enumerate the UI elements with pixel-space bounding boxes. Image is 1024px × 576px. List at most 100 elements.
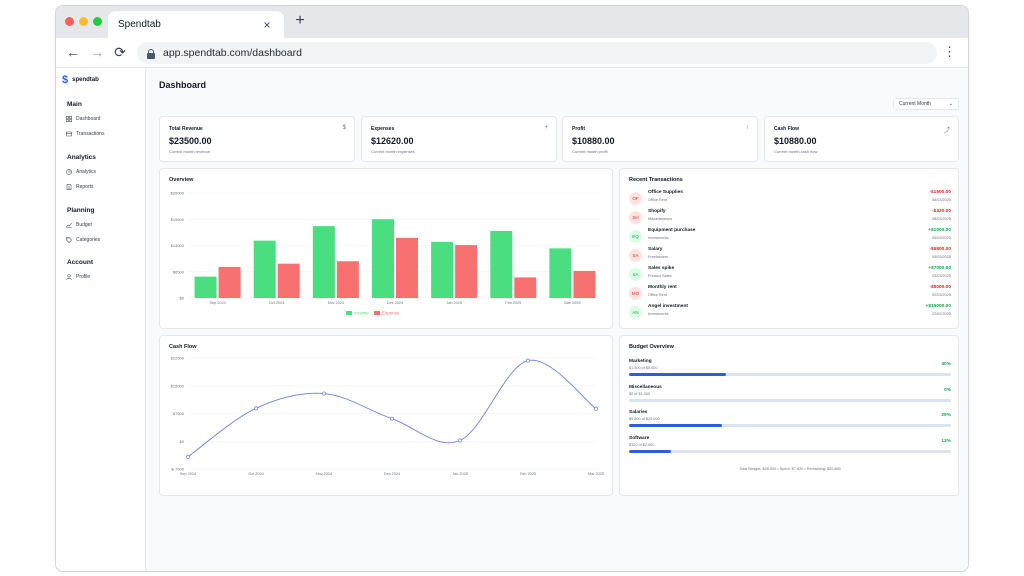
expense-bar[interactable] xyxy=(218,266,241,298)
transaction-avatar: SA xyxy=(629,268,642,281)
transaction-row[interactable]: EQ Equipment purchase Investments +$1000.00… xyxy=(629,228,951,244)
transaction-row[interactable]: AN Angel investment Investments +$15000.00 2… xyxy=(629,304,951,320)
transactions-title: Recent Transactions xyxy=(629,177,683,183)
income-bar[interactable] xyxy=(490,230,513,298)
address-bar[interactable]: app.spendtab.com/dashboard xyxy=(137,42,937,64)
sidebar-item-analytics[interactable]: Analytics xyxy=(66,169,96,175)
cash-flow-point[interactable] xyxy=(322,391,326,396)
transaction-category: Product Sales xyxy=(648,274,672,278)
transaction-category: Miscellaneous xyxy=(648,217,673,221)
card-icon xyxy=(66,131,72,137)
income-bar[interactable] xyxy=(312,226,335,298)
transaction-date: 08/03/2025 xyxy=(931,217,951,221)
expense-bar[interactable] xyxy=(396,237,418,298)
browser-window: Spendtab × + ← → ⟳ app.spendtab.com/dash… xyxy=(55,5,969,572)
close-window-button[interactable] xyxy=(65,17,74,26)
kpi-value: $12620.00 xyxy=(371,136,414,146)
sidebar-item-categories[interactable]: Categories xyxy=(66,237,100,243)
expense-bar[interactable] xyxy=(573,270,596,298)
new-tab-icon[interactable]: + xyxy=(295,12,305,29)
x-tick-label: Dec 2024 xyxy=(387,301,403,305)
trend-up-icon: ⤴ xyxy=(943,128,950,134)
cash-flow-line xyxy=(187,359,597,458)
browser-tab[interactable]: Spendtab × xyxy=(108,11,284,38)
transaction-name: Monthly rent xyxy=(648,285,677,290)
budget-percent: 29% xyxy=(941,413,951,418)
cash-flow-point[interactable] xyxy=(186,454,190,459)
kpi-title: Expenses xyxy=(371,126,395,132)
cash-flow-point[interactable] xyxy=(254,406,258,411)
forward-icon[interactable]: → xyxy=(90,44,104,60)
income-bar[interactable] xyxy=(431,241,454,298)
transaction-amount: +$7000.00 xyxy=(928,266,951,271)
brand[interactable]: $ spendtab xyxy=(62,74,99,86)
expense-bar[interactable] xyxy=(336,261,359,298)
browser-menu-icon[interactable]: ⋮ xyxy=(943,44,956,59)
sidebar-item-profile[interactable]: Profile xyxy=(66,274,90,280)
overview-title: Overview xyxy=(169,177,194,183)
kpi-title: Profit xyxy=(572,126,586,132)
budget-progress-track xyxy=(629,373,951,376)
sidebar-section-main: Main xyxy=(67,101,82,108)
expense-bar[interactable] xyxy=(277,263,300,298)
transaction-name: Angel investment xyxy=(648,304,688,309)
x-tick-label: Feb 2025 xyxy=(505,301,521,305)
cash-flow-point[interactable] xyxy=(594,406,598,411)
income-bar[interactable] xyxy=(253,240,276,298)
transaction-row[interactable]: SA Sales spike Product Sales +$7000.00 03/03… xyxy=(629,266,951,282)
transaction-avatar: OF xyxy=(629,192,642,205)
dollar-logo-icon: $ xyxy=(62,74,69,86)
y-tick-label: $7500 xyxy=(173,411,185,416)
income-bar[interactable] xyxy=(194,276,217,298)
back-icon[interactable]: ← xyxy=(66,44,80,60)
transaction-row[interactable]: OF Office Supplies Office Rent -$1500.00 08/… xyxy=(629,190,951,206)
sidebar-item-label: Analytics xyxy=(76,169,97,175)
budget-title: Budget Overview xyxy=(629,344,674,350)
cash-flow-point[interactable] xyxy=(526,358,530,363)
transaction-name: Office Supplies xyxy=(648,190,683,195)
transaction-name: Equipment purchase xyxy=(648,228,696,233)
income-bar[interactable] xyxy=(549,248,572,298)
kpi-value: $10880.00 xyxy=(572,136,615,146)
transaction-row[interactable]: MO Monthly rent Office Rent -$5000.00 02/03/… xyxy=(629,285,951,301)
transaction-date: 05/03/2025 xyxy=(931,236,951,240)
sidebar-item-transactions[interactable]: Transactions xyxy=(66,131,104,137)
transaction-date: 02/03/2025 xyxy=(931,293,951,297)
budget-row: Miscellaneous $0 of $1,000 0% xyxy=(629,385,951,405)
overview-bar-chart: $0 $6500 $13000 $19500 $26000 Sep 2024 Oct 202… xyxy=(171,191,602,316)
transaction-date: 03/03/2025 xyxy=(931,274,951,278)
sidebar-item-label: Reports xyxy=(76,184,94,190)
transaction-category: Freelancers xyxy=(648,255,669,259)
cash-flow-point[interactable] xyxy=(458,438,462,443)
budget-progress-track xyxy=(629,449,951,453)
cash-flow-point[interactable] xyxy=(390,416,394,421)
kpi-subtitle: Current month expenses xyxy=(371,149,415,154)
period-select[interactable]: Current Month ⌄ xyxy=(893,98,959,110)
kpi-card-total-revenue: Total Revenue $ $23500.00 Current month … xyxy=(159,116,355,162)
url-text[interactable]: app.spendtab.com/dashboard xyxy=(163,47,302,59)
income-bar[interactable] xyxy=(372,219,394,298)
transaction-row[interactable]: SA Salary Freelancers -$5800.00 05/03/2025 xyxy=(629,247,951,263)
minimize-window-button[interactable] xyxy=(79,17,88,26)
transaction-row[interactable]: SH Shopify Miscellaneous -$320.00 08/03/2025 xyxy=(629,209,951,225)
transaction-category: Investments xyxy=(648,312,669,316)
reload-icon[interactable]: ⟳ xyxy=(114,44,126,60)
transaction-avatar: SH xyxy=(629,211,642,224)
expense-bar[interactable] xyxy=(514,277,537,298)
transaction-name: Salary xyxy=(648,247,663,252)
sidebar-item-budget[interactable]: Budget xyxy=(66,222,92,228)
tab-bar: Spendtab × + xyxy=(56,6,968,38)
budget-amounts: $5,800 of $20,000 xyxy=(629,417,660,421)
tab-close-icon[interactable]: × xyxy=(263,17,271,32)
transaction-amount: +$15000.00 xyxy=(925,304,951,309)
sidebar-item-reports[interactable]: Reports xyxy=(66,184,94,190)
transaction-date: 22/02/2025 xyxy=(931,312,951,316)
maximize-window-button[interactable] xyxy=(93,17,102,26)
sidebar-item-dashboard[interactable]: Dashboard xyxy=(66,116,100,122)
sidebar-item-label: Transactions xyxy=(76,131,105,137)
budget-progress-track xyxy=(629,398,951,402)
kpi-card-cash-flow: Cash Flow ⤴ $10880.00 Current month cash… xyxy=(764,116,959,162)
expense-bar[interactable] xyxy=(455,245,478,298)
lock-icon xyxy=(147,48,155,59)
transaction-avatar: SA xyxy=(629,249,642,262)
